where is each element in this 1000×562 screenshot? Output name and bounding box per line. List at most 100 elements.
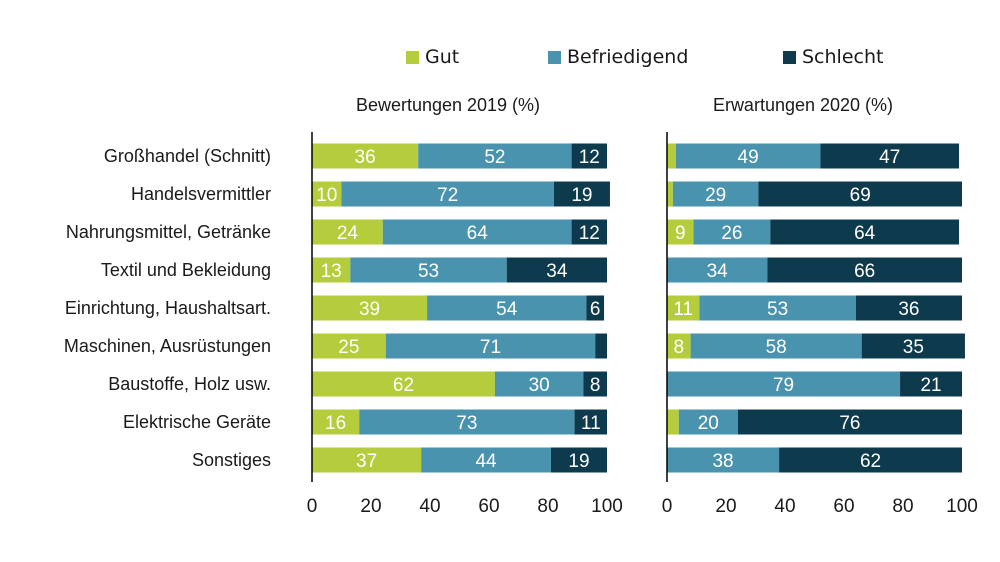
bar-segment-gut [312, 333, 386, 359]
x-tick-label: 80 [537, 496, 558, 517]
chart-title: Erwartungen 2020 (%) [713, 95, 893, 115]
bar-segment-schlecht [767, 257, 962, 283]
data-label: 49 [738, 147, 759, 168]
bar-segment-befriedigend [690, 333, 862, 359]
bar-segment-befriedigend [667, 447, 780, 473]
bar-segment-befriedigend [350, 257, 507, 283]
category-label: Elektrische Geräte [123, 412, 271, 432]
data-label: 30 [529, 375, 550, 396]
bar-segment-gut [667, 333, 691, 359]
data-label: 34 [707, 261, 729, 282]
x-tick-label: 60 [833, 496, 854, 517]
data-label: 72 [437, 185, 458, 206]
bar-segment-gut [312, 371, 495, 397]
bar-segment-schlecht [737, 409, 962, 435]
data-label: 34 [546, 261, 568, 282]
data-label: 54 [496, 299, 518, 320]
bar-segment-gut [312, 295, 428, 321]
bar-segment-befriedigend [693, 219, 771, 245]
data-label: 76 [839, 413, 860, 434]
bar-segment-schlecht [820, 143, 960, 169]
data-label: 12 [579, 147, 600, 168]
x-tick-label: 40 [419, 496, 440, 517]
bar-segment-schlecht [583, 371, 607, 397]
bar-segment-gut [312, 447, 422, 473]
x-tick-label: 100 [946, 496, 978, 517]
data-label: 62 [393, 375, 414, 396]
category-label: Textil und Bekleidung [101, 260, 271, 280]
bar-segment-befriedigend [699, 295, 856, 321]
data-label: 44 [475, 451, 497, 472]
bar-segment-schlecht [553, 181, 610, 207]
bar-segment-gut [667, 295, 700, 321]
bar-segment-schlecht [574, 409, 607, 435]
legend-swatch-gut [406, 50, 419, 64]
category-label: Sonstiges [192, 450, 271, 470]
bar-segment-schlecht [550, 447, 607, 473]
data-label: 52 [484, 147, 505, 168]
data-label: 58 [766, 337, 787, 358]
data-label: 37 [356, 451, 377, 472]
data-label: 21 [920, 375, 941, 396]
legend-item-schlecht: Schlecht [783, 46, 883, 68]
bar-segment-schlecht [571, 219, 607, 245]
data-label: 10 [316, 185, 337, 206]
legend-swatch-befriedigend [548, 50, 561, 64]
bar-segment-gut [667, 409, 679, 435]
bar-segment-befriedigend [427, 295, 587, 321]
data-label: 64 [854, 223, 876, 244]
bar-segment-befriedigend [418, 143, 572, 169]
data-label: 6 [590, 299, 601, 320]
legend-item-gut: Gut [406, 46, 459, 68]
bar-segment-schlecht [506, 257, 607, 283]
data-label: 26 [721, 223, 742, 244]
legend-label-befriedigend: Befriedigend [567, 46, 689, 68]
bar-segment-befriedigend [667, 257, 768, 283]
bar-segment-schlecht [595, 333, 607, 359]
bar-segment-gut [312, 409, 360, 435]
x-tick-label: 0 [662, 496, 673, 517]
bar-segment-schlecht [779, 447, 962, 473]
chart-title: Bewertungen 2019 (%) [356, 95, 540, 115]
bar-segment-befriedigend [672, 181, 759, 207]
bar-segment-schlecht [855, 295, 962, 321]
data-label: 64 [467, 223, 489, 244]
data-label: 20 [698, 413, 719, 434]
data-label: 25 [338, 337, 359, 358]
data-label: 12 [579, 223, 600, 244]
data-label: 66 [854, 261, 875, 282]
data-label: 53 [767, 299, 788, 320]
bar-segment-befriedigend [675, 143, 821, 169]
legend-label-gut: Gut [425, 46, 460, 68]
bar-segment-befriedigend [382, 219, 572, 245]
data-label: 79 [773, 375, 794, 396]
data-label: 13 [321, 261, 342, 282]
data-label: 8 [590, 375, 601, 396]
bar-segment-befriedigend [678, 409, 738, 435]
category-label: Handelsvermittler [131, 184, 271, 204]
data-label: 16 [325, 413, 346, 434]
bar-segment-gut [667, 143, 676, 169]
data-label: 8 [674, 337, 685, 358]
data-label: 62 [860, 451, 881, 472]
bar-segment-gut [312, 219, 383, 245]
x-tick-label: 0 [307, 496, 318, 517]
x-tick-label: 80 [892, 496, 913, 517]
data-label: 19 [571, 185, 592, 206]
bar-segment-gut [312, 181, 342, 207]
bar-segment-gut [312, 143, 419, 169]
bar-segment-gut [667, 219, 694, 245]
bar-segment-schlecht [758, 181, 962, 207]
category-label: Großhandel (Schnitt) [104, 146, 271, 166]
x-tick-label: 100 [591, 496, 623, 517]
data-label: 19 [568, 451, 589, 472]
category-label: Einrichtung, Haushaltsart. [65, 298, 271, 318]
data-label: 11 [673, 299, 693, 320]
data-label: 47 [879, 147, 900, 168]
category-label: Baustoffe, Holz usw. [108, 374, 271, 394]
data-label: 35 [903, 337, 924, 358]
data-label: 36 [355, 147, 376, 168]
data-label: 36 [898, 299, 919, 320]
legend-item-befriedigend: Befriedigend [548, 46, 688, 68]
